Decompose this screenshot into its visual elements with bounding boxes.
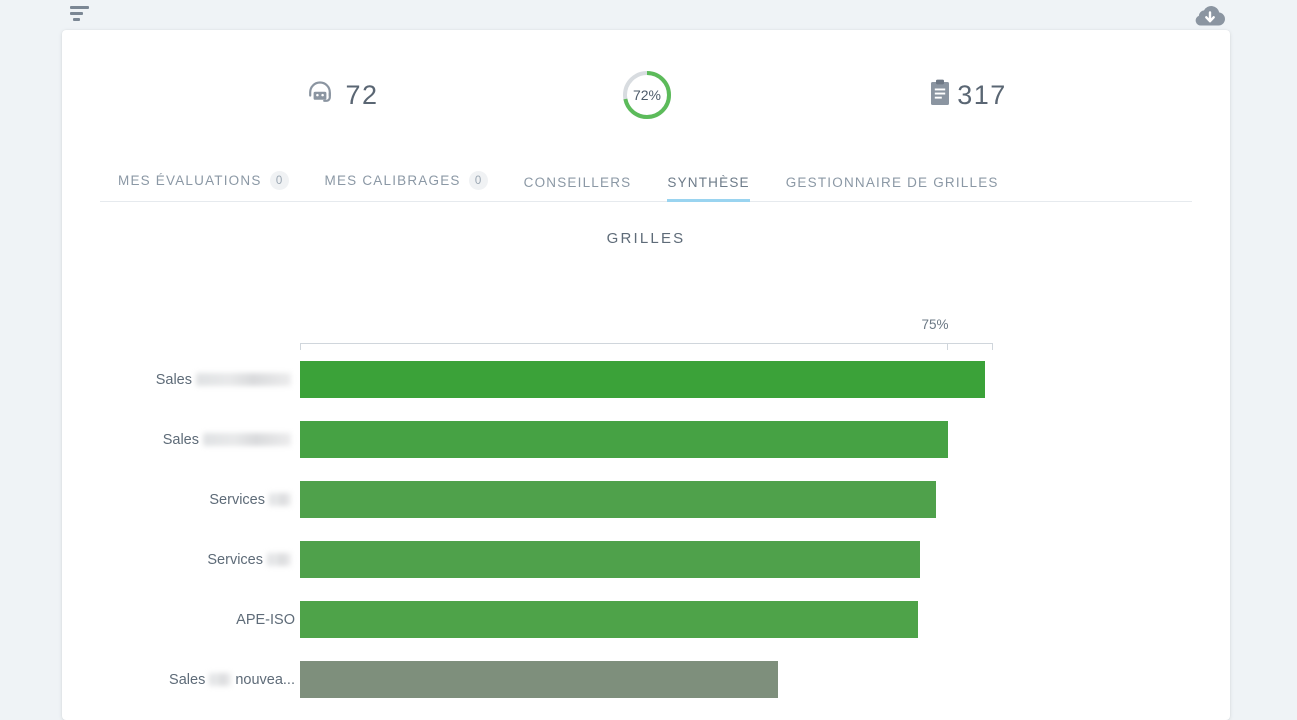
bar-label-prefix: Sales <box>169 671 206 688</box>
axis-tick-end <box>992 343 993 350</box>
tab-label: MES ÉVALUATIONS <box>118 173 262 188</box>
redacted-label-block <box>203 433 291 446</box>
filter-icon[interactable] <box>70 4 100 28</box>
redacted-label-block <box>196 373 291 386</box>
bar-row[interactable]: APE-ISO <box>62 601 1230 638</box>
dashboard-card: 72 72% 317 <box>62 30 1230 720</box>
redacted-label-block <box>269 493 291 506</box>
cloud-download-icon[interactable] <box>1188 1 1232 31</box>
top-toolbar <box>0 0 1297 30</box>
tab-label: GESTIONNAIRE DE GRILLES <box>785 175 999 190</box>
tab-label: MES CALIBRAGES <box>324 173 461 188</box>
bar-row[interactable]: Sales <box>62 421 1230 458</box>
axis-tick-label-75: 75% <box>921 317 949 332</box>
tab-conseillers[interactable]: CONSEILLERS <box>506 175 650 201</box>
filter-line-1 <box>70 6 89 9</box>
clipboard-icon <box>927 78 953 113</box>
tab-mes-valuations[interactable]: MES ÉVALUATIONS 0 <box>100 171 307 201</box>
chart-axis-line <box>300 343 993 344</box>
bar[interactable] <box>300 541 920 578</box>
bar[interactable] <box>300 421 948 458</box>
tab-mes-calibrages[interactable]: MES CALIBRAGES 0 <box>307 171 506 201</box>
bar[interactable] <box>300 601 918 638</box>
donut-gauge: 72% <box>621 69 673 121</box>
axis-tick-75 <box>947 343 948 350</box>
bar[interactable] <box>300 481 936 518</box>
chart-title: GRILLES <box>606 230 686 247</box>
kpi-average-score: 72% <box>492 30 802 160</box>
tab-bar: MES ÉVALUATIONS 0 MES CALIBRAGES 0 CONSEILLE… <box>100 160 1192 202</box>
bar-category-label: Services <box>209 481 295 518</box>
bar-row[interactable]: Sales nouvea... <box>62 661 1230 698</box>
agents-count-value: 72 <box>345 79 379 110</box>
bar-label-prefix: Sales <box>155 371 192 388</box>
bar[interactable] <box>300 361 985 398</box>
tab-badge: 0 <box>269 171 289 190</box>
redacted-label-block <box>209 673 232 686</box>
redacted-label-block <box>267 553 291 566</box>
kpi-row: 72 72% 317 <box>62 30 1230 160</box>
bar-label-prefix: Services <box>207 551 263 568</box>
grilles-bar-chart: 75% Sales Sales Services Services APE-ISO Sal… <box>62 261 1230 698</box>
bar-category-label: Sales <box>156 361 295 398</box>
tab-synth-se[interactable]: SYNTHÈSE <box>649 175 767 202</box>
kpi-agents-count: 72 <box>192 30 492 160</box>
filter-line-3 <box>73 18 80 21</box>
tab-badge: 0 <box>468 171 488 190</box>
kpi-evaluations-count: 317 <box>802 30 1132 160</box>
bar-category-label: Sales nouvea... <box>169 661 295 698</box>
bar-label-suffix: nouvea... <box>235 671 295 688</box>
bar-category-label: Sales <box>163 421 295 458</box>
bar[interactable] <box>300 661 778 698</box>
bar-row[interactable]: Services <box>62 481 1230 518</box>
bar-category-label: APE-ISO <box>236 601 295 638</box>
tab-label: SYNTHÈSE <box>667 175 750 190</box>
tab-gestionnaire-de-grilles[interactable]: GESTIONNAIRE DE GRILLES <box>768 175 1017 201</box>
bar-label-prefix: Services <box>209 491 265 508</box>
filter-line-2 <box>70 12 83 15</box>
axis-tick-start <box>300 343 301 350</box>
bar-label-prefix: APE-ISO <box>236 611 295 628</box>
bar-category-label: Services <box>207 541 295 578</box>
tab-label: CONSEILLERS <box>523 175 632 190</box>
gauge-value: 72% <box>632 87 662 103</box>
headset-agent-icon <box>305 78 335 113</box>
evaluations-count-value: 317 <box>957 79 1007 110</box>
bar-label-prefix: Sales <box>162 431 199 448</box>
bar-row[interactable]: Services <box>62 541 1230 578</box>
bar-row[interactable]: Sales <box>62 361 1230 398</box>
